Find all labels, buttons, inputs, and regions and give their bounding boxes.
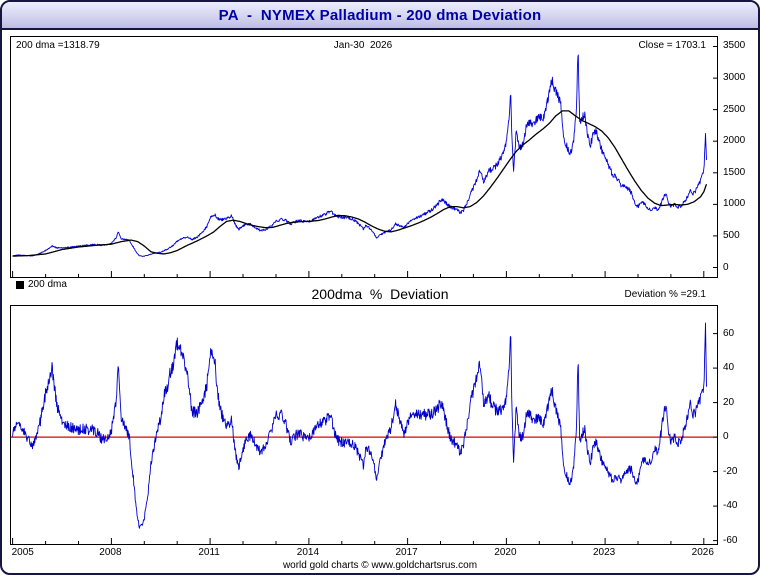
dma-value-label: 200 dma =1318.79 [16,40,100,51]
dma-legend: 200 dma [16,279,67,290]
deviation-panel [10,305,718,545]
price-axis-label: 500 [723,229,740,241]
deviation-axis-label: 20 [723,396,735,408]
x-axis-label: 2017 [395,547,418,558]
x-axis-label: 2026 [691,547,714,558]
price-line [12,54,707,257]
dma-legend-label: 200 dma [28,279,67,290]
x-axis-label: 2023 [592,547,616,558]
x-axis: 2005 2008 2011 2014 2017 2020 2023 2026 [10,547,716,561]
price-axis-label: 1000 [723,198,746,210]
x-axis-label: 2008 [99,547,122,558]
deviation-axis-label: 40 [723,362,735,374]
x-axis-label: 2020 [494,547,517,558]
price-panel [10,36,718,278]
x-axis-label: 2005 [11,547,34,558]
title-bar: PA - NYMEX Palladium - 200 dma Deviation [2,2,758,30]
deviation-panel-title: 200dma % Deviation [311,286,449,302]
chart-title: PA - NYMEX Palladium - 200 dma Deviation [218,6,542,24]
deviation-axis-label: -40 [723,500,738,512]
dma-line [12,110,708,257]
date-label: Jan-30 2026 [333,40,393,51]
close-value-label: Close = 1703.1 [638,40,706,51]
footer-credit: world gold charts © www.goldchartsrus.co… [282,560,478,571]
deviation-axis-label: -20 [723,465,738,477]
deviation-axis-label: -60 [723,534,738,546]
x-axis-label: 2011 [198,547,220,558]
dma-legend-swatch-icon [16,280,24,289]
x-axis-label: 2014 [296,547,320,558]
price-axis-label: 2500 [723,103,746,115]
price-axis-label: 0 [723,261,729,273]
deviation-axis-label: 0 [723,431,729,443]
price-axis-label: 3000 [723,72,746,84]
deviation-value-label: Deviation % =29.1 [624,289,706,300]
deviation-line [12,322,707,529]
price-axis-label: 2000 [723,135,746,147]
deviation-axis-label: 60 [723,327,735,339]
price-axis-label: 1500 [723,166,746,178]
price-axis-label: 3500 [723,40,746,52]
